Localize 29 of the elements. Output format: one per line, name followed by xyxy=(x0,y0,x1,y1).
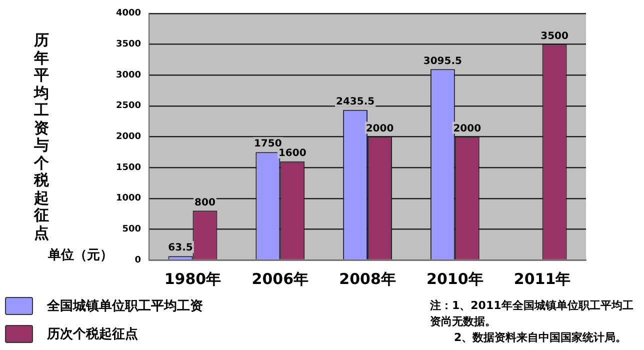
x-tick-label: 2011年 xyxy=(514,270,571,288)
y-tick-label: 2500 xyxy=(116,101,142,112)
legend-label: 全国城镇单位职工平均工资 xyxy=(47,298,203,315)
y-tick-label: 1000 xyxy=(116,194,142,204)
data-label: 1750 xyxy=(254,138,282,150)
data-label: 800 xyxy=(194,197,216,208)
text: 历年平均工资与个税起征点 xyxy=(34,31,49,242)
x-tick-label: 2006年 xyxy=(252,270,309,288)
data-label: 2000 xyxy=(453,123,482,134)
text: 单位（元） xyxy=(48,247,113,264)
x-tick-label: 2010年 xyxy=(426,270,484,288)
y-tick-label: 4000 xyxy=(116,8,142,19)
data-label: 3095.5 xyxy=(423,56,462,67)
y-tick-label: 500 xyxy=(122,224,142,235)
data-label: 3500 xyxy=(540,30,568,42)
data-label: 2435.5 xyxy=(336,96,375,108)
y-tick-label: 2000 xyxy=(116,132,142,142)
y-tick-label: 1500 xyxy=(116,162,142,173)
y-tick-label: 3500 xyxy=(116,40,142,50)
y-tick-label: 3000 xyxy=(116,70,142,80)
x-tick-label: 2008年 xyxy=(339,270,396,288)
x-tick-label: 1980年 xyxy=(164,270,222,288)
legend-label: 历次个税起征点 xyxy=(47,326,138,343)
y-tick-label: 0 xyxy=(134,255,142,266)
text: 注：1、2011年全国城镇单位职工平均工资尚无数据。 xyxy=(430,298,634,330)
data-label: 63.5 xyxy=(168,242,193,254)
data-label: 1600 xyxy=(278,148,306,159)
text: 2、数据资料来自中国国家统计局。 xyxy=(453,330,628,346)
data-label: 2000 xyxy=(366,123,394,134)
